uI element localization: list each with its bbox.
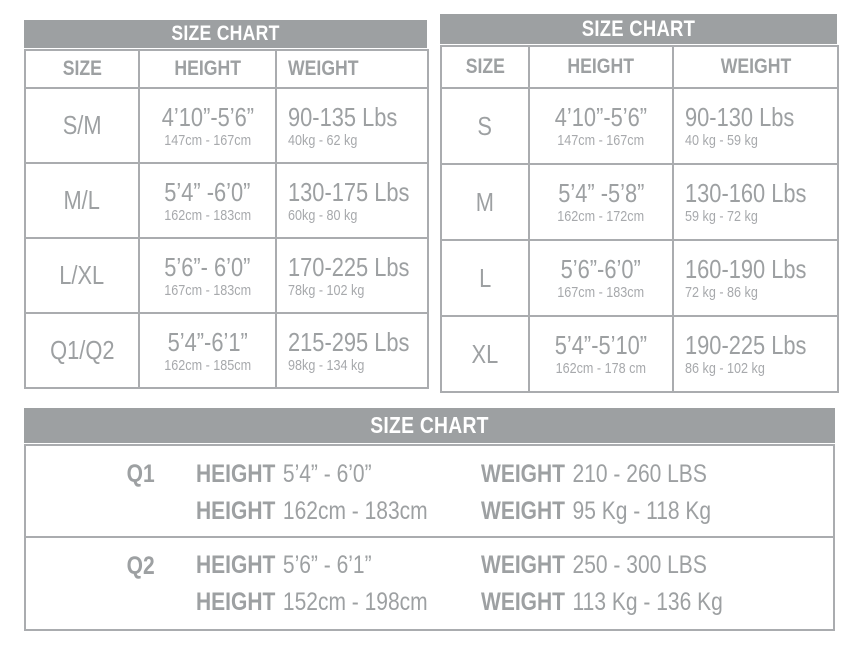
- weight-cell: 90-135 Lbs 40kg - 62 kg: [275, 87, 429, 164]
- size-chart-left-title: SIZE CHART: [171, 22, 280, 45]
- table-row: L/XL 5’6”- 6’0” 167cm - 183cm 170-225 Lb…: [24, 237, 429, 314]
- weight-imperial: WEIGHT 250 - 300 LBS: [481, 551, 707, 579]
- height-cell: 5’4”-6’1” 162cm - 185cm: [138, 312, 277, 389]
- height-imperial: HEIGHT 5’4” - 6’0”: [196, 460, 372, 488]
- table-row: L 5’6”-6’0” 167cm - 183cm 160-190 Lbs 72…: [440, 239, 839, 317]
- height-imperial: HEIGHT 5’6” - 6’1”: [196, 551, 372, 579]
- table-header-row: SIZE HEIGHT WEIGHT: [24, 49, 429, 89]
- table-row: XL 5’4”-5’10” 162cm - 178 cm 190-225 Lbs…: [440, 315, 839, 393]
- size-cell: Q2: [126, 552, 155, 580]
- table-row: S/M 4’10”-5’6” 147cm - 167cm 90-135 Lbs …: [24, 87, 429, 164]
- col-header-weight: WEIGHT: [275, 49, 429, 89]
- size-chart-right-table: SIZE HEIGHT WEIGHT S 4’10”-5’6” 147cm - …: [440, 45, 839, 393]
- size-chart-right-panel: SIZE CHART SIZE HEIGHT WEIGHT S 4’10”-5’…: [440, 14, 839, 393]
- weight-cell: 130-160 Lbs 59 kg - 72 kg: [672, 163, 839, 241]
- col-header-weight: WEIGHT: [672, 45, 839, 89]
- weight-label: WEIGHT: [481, 551, 565, 579]
- weight-label: WEIGHT: [481, 497, 565, 525]
- table-row-q2: Q2 HEIGHT 5’6” - 6’1” WEIGHT 250 - 300 LBS…: [26, 538, 833, 629]
- col-header-height: HEIGHT: [138, 49, 277, 89]
- col-header-height: HEIGHT: [528, 45, 674, 89]
- table-row: Q1/Q2 5’4”-6’1” 162cm - 185cm 215-295 Lb…: [24, 312, 429, 389]
- height-cell: 5’4”-5’10” 162cm - 178 cm: [528, 315, 674, 393]
- col-header-size: SIZE: [24, 49, 140, 89]
- weight-cell: 90-130 Lbs 40 kg - 59 kg: [672, 87, 839, 165]
- height-label: HEIGHT: [196, 551, 276, 579]
- size-cell: XL: [440, 315, 530, 393]
- size-chart-right-title: SIZE CHART: [581, 16, 696, 41]
- table-row: M/L 5’4” -6’0” 162cm - 183cm 130-175 Lbs…: [24, 162, 429, 239]
- size-chart-bottom-panel: SIZE CHART Q1 HEIGHT 5’4” - 6’0” WEIGHT 21…: [24, 408, 835, 631]
- col-header-size: SIZE: [440, 45, 530, 89]
- height-cell: 4’10”-5’6” 147cm - 167cm: [528, 87, 674, 165]
- size-chart-left-title-bar: SIZE CHART: [24, 20, 427, 48]
- weight-label: WEIGHT: [481, 588, 565, 616]
- size-cell: Q1: [126, 460, 155, 488]
- size-chart-bottom-body: Q1 HEIGHT 5’4” - 6’0” WEIGHT 210 - 260 LBS…: [24, 444, 835, 631]
- size-chart-right-title-bar: SIZE CHART: [440, 14, 837, 44]
- table-row-q1: Q1 HEIGHT 5’4” - 6’0” WEIGHT 210 - 260 LBS…: [26, 446, 833, 538]
- height-label: HEIGHT: [196, 588, 276, 616]
- table-header-row: SIZE HEIGHT WEIGHT: [440, 45, 839, 89]
- size-chart-left-panel: SIZE CHART SIZE HEIGHT WEIGHT S/M 4’10”-…: [24, 20, 429, 389]
- size-cell: M: [440, 163, 530, 241]
- size-cell: S/M: [24, 87, 140, 164]
- size-cell: S: [440, 87, 530, 165]
- weight-metric: WEIGHT 95 Kg - 118 Kg: [481, 497, 712, 525]
- weight-imperial: WEIGHT 210 - 260 LBS: [481, 460, 707, 488]
- size-cell: L: [440, 239, 530, 317]
- table-row: S 4’10”-5’6” 147cm - 167cm 90-130 Lbs 40…: [440, 87, 839, 165]
- size-chart-bottom-title-bar: SIZE CHART: [24, 408, 835, 443]
- weight-metric: WEIGHT 113 Kg - 136 Kg: [481, 588, 723, 616]
- weight-cell: 190-225 Lbs 86 kg - 102 kg: [672, 315, 839, 393]
- weight-cell: 160-190 Lbs 72 kg - 86 kg: [672, 239, 839, 317]
- weight-cell: 215-295 Lbs 98kg - 134 kg: [275, 312, 429, 389]
- size-cell: Q1/Q2: [24, 312, 140, 389]
- size-chart-left-table: SIZE HEIGHT WEIGHT S/M 4’10”-5’6” 147cm …: [24, 49, 429, 389]
- size-cell: L/XL: [24, 237, 140, 314]
- size-cell: M/L: [24, 162, 140, 239]
- weight-cell: 130-175 Lbs 60kg - 80 kg: [275, 162, 429, 239]
- table-row: M 5’4” -5’8” 162cm - 172cm 130-160 Lbs 5…: [440, 163, 839, 241]
- height-cell: 5’4” -6’0” 162cm - 183cm: [138, 162, 277, 239]
- weight-label: WEIGHT: [481, 460, 565, 488]
- height-label: HEIGHT: [196, 497, 276, 525]
- height-metric: HEIGHT 152cm - 198cm: [196, 588, 428, 616]
- height-cell: 5’4” -5’8” 162cm - 172cm: [528, 163, 674, 241]
- height-cell: 4’10”-5’6” 147cm - 167cm: [138, 87, 277, 164]
- height-metric: HEIGHT 162cm - 183cm: [196, 497, 428, 525]
- weight-cell: 170-225 Lbs 78kg - 102 kg: [275, 237, 429, 314]
- size-chart-bottom-title: SIZE CHART: [370, 412, 489, 438]
- height-cell: 5’6”-6’0” 167cm - 183cm: [528, 239, 674, 317]
- height-cell: 5’6”- 6’0” 167cm - 183cm: [138, 237, 277, 314]
- height-label: HEIGHT: [196, 460, 276, 488]
